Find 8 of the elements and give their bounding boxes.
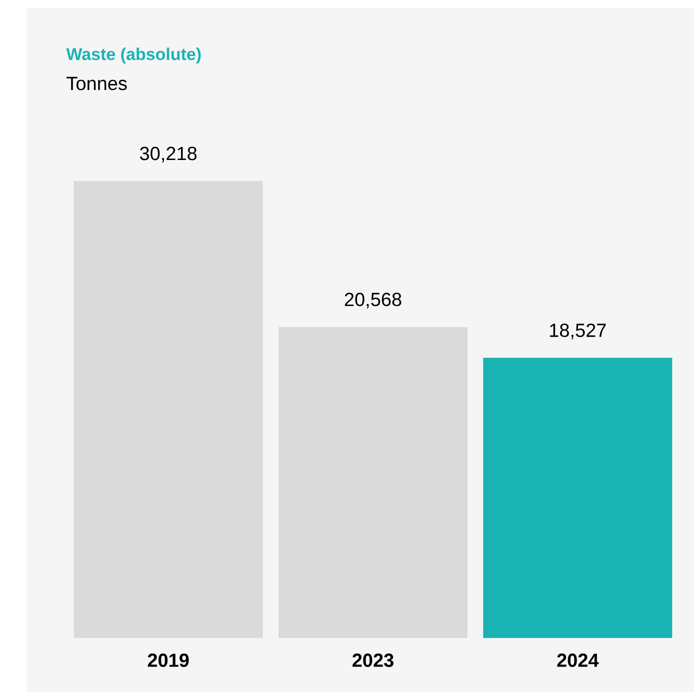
chart-subtitle: Tonnes (66, 76, 127, 90)
x-tick-label: 2024 (557, 654, 599, 667)
data-label: 20,568 (344, 292, 402, 308)
x-tick-label: 2019 (148, 654, 189, 667)
data-label: 30,218 (140, 146, 197, 162)
x-tick-label: 2023 (352, 654, 394, 668)
data-label: 18,527 (550, 324, 606, 340)
chart-title: Waste (absolute) (66, 48, 201, 64)
